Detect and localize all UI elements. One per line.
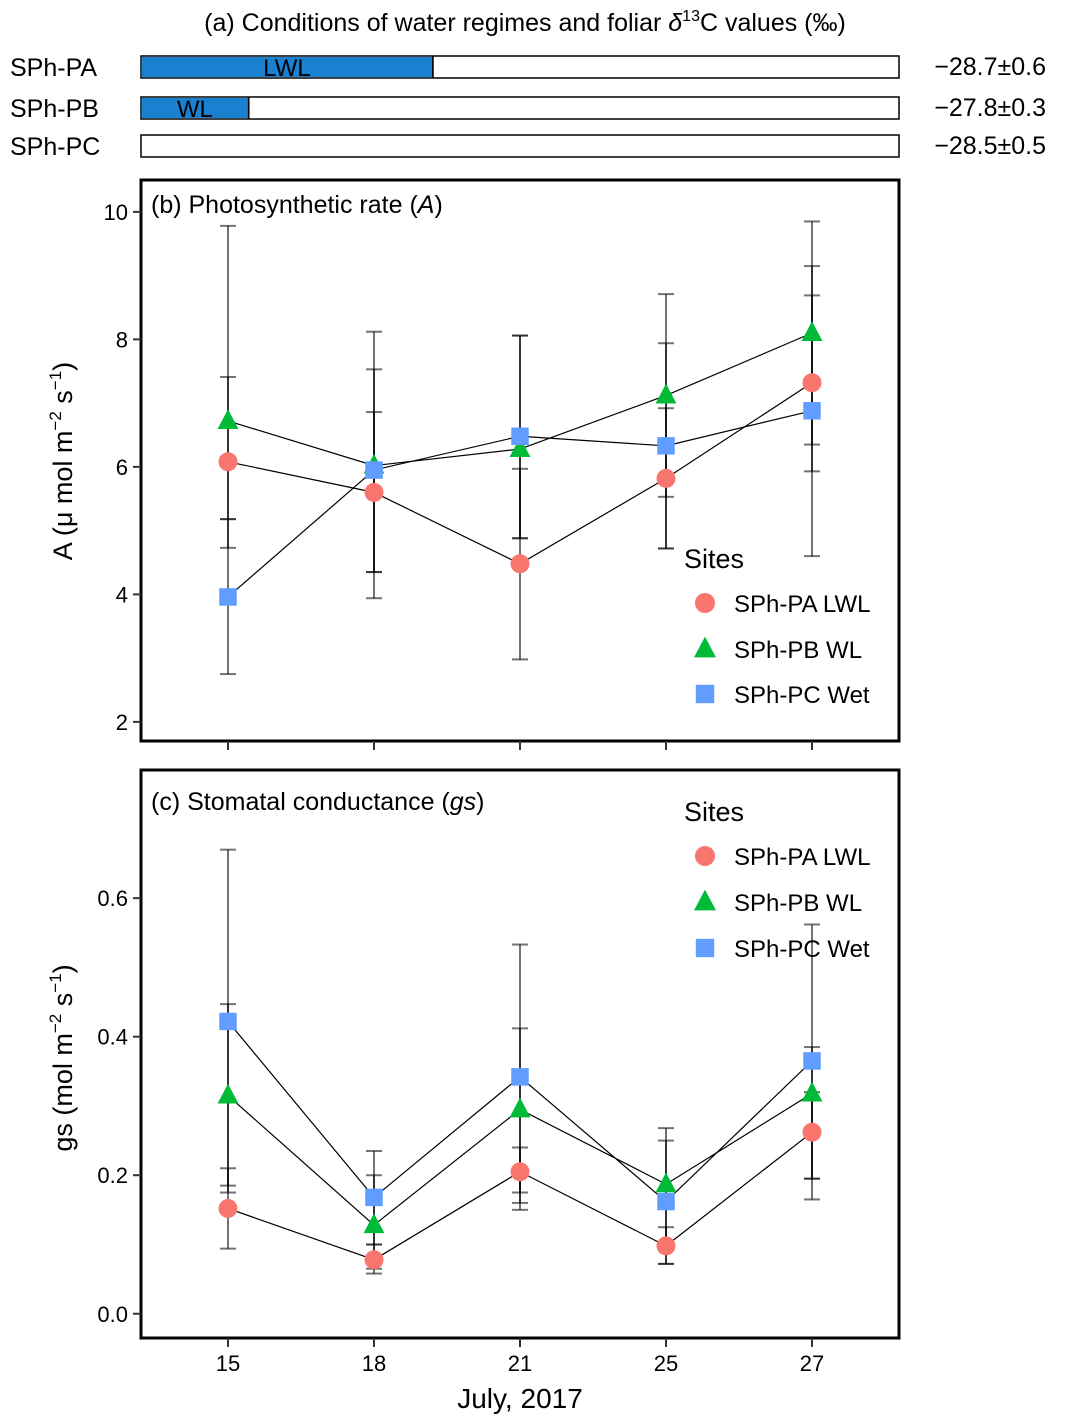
point-triangle [801,1081,823,1102]
point-square [657,437,675,455]
y-tick-label: 2 [116,710,128,735]
regime-row-sph-pc: SPh-PC −28.5±0.5 [10,132,1046,161]
panel-a-water-regimes: (a) Conditions of water regimes and foli… [10,8,1046,161]
panel-c-title: (c) Stomatal conductance (gs) [151,788,484,816]
point-triangle [217,409,239,429]
regime-row-sph-pb: SPh-PB WL −27.8±0.3 [10,94,1046,123]
regime-site-label: SPh-PB [10,95,99,123]
point-circle [802,1122,822,1142]
point-square [695,684,715,704]
point-square [219,588,237,606]
point-triangle [363,1213,385,1234]
point-circle [695,593,715,613]
regime-bar-fill [142,98,250,118]
regime-d13c-value: −28.5±0.5 [934,132,1046,160]
point-triangle [801,321,823,341]
point-square [365,1188,383,1207]
point-circle [364,1250,384,1270]
panel-c-stomatal-conductance: 0.0 0.2 0.4 0.6 15 18 21 25 27 SPh-PA LWL SPh-PB W… [46,768,901,1414]
x-axis-label: July, 2017 [457,1383,583,1414]
regime-site-label: SPh-PA [10,54,97,82]
legend-label: SPh-PB WL [734,637,862,664]
point-triangle [217,1083,239,1104]
x-tick-label: 25 [654,1351,678,1376]
panel-a-title: (a) Conditions of water regimes and foli… [204,8,846,37]
point-circle [510,1162,530,1182]
point-circle [695,846,715,866]
point-circle [218,1198,238,1218]
legend-entry-square: SPh-PC Wet [695,936,870,963]
point-square [365,461,383,479]
series-points-circle [218,373,822,574]
y-tick-label: 6 [116,455,128,480]
regime-bar-fill [142,57,434,77]
regime-site-label: SPh-PC [10,133,100,161]
y-tick-label: 0.2 [97,1163,128,1188]
point-triangle [694,889,716,911]
point-triangle [655,383,677,404]
point-square [511,427,529,446]
point-triangle [509,437,531,458]
legend-label: SPh-PC Wet [734,682,870,709]
panel-b-photosynthetic-rate: 2 4 6 8 10 SPh-PA LWL SPh-PB WL SPh-PC Wet (b) … [46,178,901,750]
y-tick-label: 0.6 [97,886,128,911]
series-points-square [219,402,821,606]
legend-label: SPh-PA LWL [734,844,871,871]
point-circle [364,482,384,502]
x-tick-label: 27 [800,1351,824,1376]
series-points-triangle [217,1081,823,1234]
point-circle [656,1236,676,1256]
point-square [657,1192,675,1211]
legend-entry-triangle: SPh-PB WL [694,889,862,917]
point-circle [510,554,530,574]
y-tick-label: 8 [116,327,128,352]
point-square [695,938,715,958]
legend-label: SPh-PC Wet [734,936,870,963]
x-tick-label: 21 [508,1351,532,1376]
point-circle [218,452,238,472]
panel-b-title: (b) Photosynthetic rate (A) [151,191,443,219]
x-tick-label: 18 [362,1351,386,1376]
regime-d13c-value: −28.7±0.6 [934,53,1046,81]
errorbars-square [220,848,820,1265]
legend-entry-square: SPh-PC Wet [695,682,870,709]
point-triangle [655,1172,677,1193]
point-circle [656,468,676,488]
series-points-square [219,1012,821,1211]
y-tick-label: 10 [104,200,128,225]
y-tick-label: 4 [116,582,128,607]
legend-entry-circle: SPh-PA LWL [695,844,871,871]
point-square [511,1068,529,1086]
series-points-circle [218,1122,822,1270]
regime-d13c-value: −27.8±0.3 [934,94,1046,122]
x-tick-label: 15 [216,1351,240,1376]
point-triangle [694,636,716,658]
panel-c-y-axis-label: gs (mol m−2 s−1) [46,964,78,1151]
point-circle [802,373,822,393]
regime-row-sph-pa: SPh-PA LWL −28.7±0.6 [10,53,1046,82]
y-tick-label: 0.4 [97,1025,128,1050]
y-tick-label: 0.0 [97,1302,128,1327]
regime-bar [140,96,900,120]
legend-entry-triangle: SPh-PB WL [694,636,862,664]
panel-c-legend-title: Sites [684,797,744,827]
legend-entry-circle: SPh-PA LWL [695,591,871,618]
legend-label: SPh-PA LWL [734,591,871,618]
regime-bar-label: WL [177,96,213,123]
point-square [219,1012,237,1031]
panel-b-y-axis-label: A (μ mol m−2 s−1) [46,362,78,560]
regime-bar-label: LWL [263,55,311,82]
point-triangle [509,1097,531,1118]
panel-b-legend-title: Sites [684,544,744,574]
point-square [803,402,821,420]
point-square [803,1052,821,1070]
regime-bar [140,134,900,158]
legend-label: SPh-PB WL [734,890,862,917]
